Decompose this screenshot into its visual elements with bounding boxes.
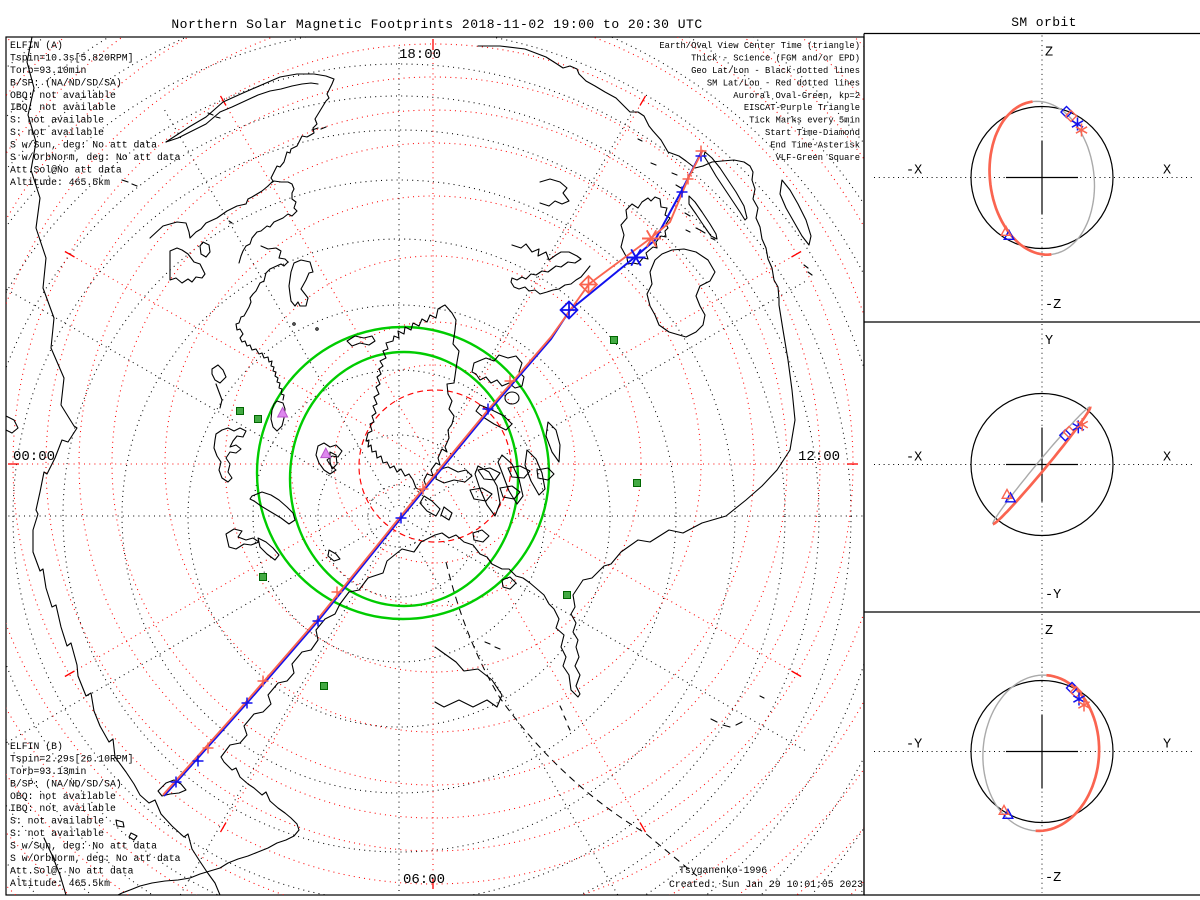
svg-text:S: not available: S: not available [10,115,104,126]
svg-text:Y: Y [1163,738,1171,753]
svg-text:Start Time-Diamond: Start Time-Diamond [765,128,860,138]
svg-text:-Y: -Y [1045,588,1061,603]
svg-text:S: not available: S: not available [10,127,104,138]
svg-text:Att.Sol@: No att data: Att.Sol@: No att data [10,866,134,877]
svg-text:-Z: -Z [1045,871,1061,886]
svg-text:S w/OrbNorm, deg: No att data: S w/OrbNorm, deg: No att data [10,152,181,163]
svg-text:Auroral Oval-Green, kp=2: Auroral Oval-Green, kp=2 [733,91,860,101]
svg-text:Y: Y [1045,334,1053,349]
svg-text:Torb=93.13min: Torb=93.13min [10,766,87,777]
svg-text:EISCAT-Purple Triangle: EISCAT-Purple Triangle [744,103,860,113]
svg-text:-X: -X [906,451,922,466]
svg-text:S: not available: S: not available [10,816,104,827]
svg-text:-Z: -Z [1045,298,1061,313]
svg-text:Tspin=10.3s[5.820RPM]: Tspin=10.3s[5.820RPM] [10,53,133,64]
svg-text:S w/Sun, deg: No att data: S w/Sun, deg: No att data [10,140,157,151]
svg-text:OBQ: not available: OBQ: not available [10,90,116,101]
svg-text:Torb=93.10min: Torb=93.10min [10,65,87,76]
svg-text:S w/OrbNorm, deg: No att data: S w/OrbNorm, deg: No att data [10,853,181,864]
svg-text:Northern Solar Magnetic Footpr: Northern Solar Magnetic Footprints 2018-… [171,17,702,32]
svg-text:00:00: 00:00 [13,449,55,465]
svg-text:SM orbit: SM orbit [1011,15,1077,30]
svg-text:Altitude: 465.5km: Altitude: 465.5km [10,177,110,188]
svg-text:Z: Z [1045,624,1053,639]
svg-text:Z: Z [1045,46,1053,61]
svg-text:-X: -X [906,164,922,179]
svg-text:18:00: 18:00 [399,47,441,63]
svg-text:Tsyganenko-1996: Tsyganenko-1996 [679,865,767,876]
svg-text:Tick Marks every 5min: Tick Marks every 5min [749,116,860,126]
svg-text:SM Lat/Lon - Red dotted lines: SM Lat/Lon - Red dotted lines [707,78,860,88]
svg-text:Att.Sol@No att data: Att.Sol@No att data [10,165,122,176]
svg-text:S w/Sun, deg: No att data: S w/Sun, deg: No att data [10,841,157,852]
svg-text:VLF-Green Square: VLF-Green Square [776,153,860,163]
svg-text:Earth/Oval View Center Time (t: Earth/Oval View Center Time (triangle) [659,41,860,51]
svg-text:Created: Sun Jan 29 10:01:05 2: Created: Sun Jan 29 10:01:05 2023 [669,879,863,890]
svg-text:Altitude: 465.5km: Altitude: 465.5km [10,878,110,889]
svg-text:IBQ: not available: IBQ: not available [10,803,116,814]
svg-text:X: X [1163,451,1171,466]
svg-text:B/SP: (NA/ND/SD/SA): B/SP: (NA/ND/SD/SA) [10,77,122,88]
svg-text:Thick - Science (FGM and/or EP: Thick - Science (FGM and/or EPD) [691,54,860,64]
svg-text:ELFIN (B): ELFIN (B) [10,741,63,752]
svg-text:S: not available: S: not available [10,828,104,839]
svg-text:B/SP: (NA/ND/SD/SA): B/SP: (NA/ND/SD/SA) [10,778,122,789]
svg-text:IBQ: not available: IBQ: not available [10,102,116,113]
svg-text:-Y: -Y [906,738,922,753]
svg-text:X: X [1163,164,1171,179]
svg-text:End Time-Asterisk: End Time-Asterisk [770,141,860,151]
svg-text:06:00: 06:00 [403,872,445,888]
svg-text:12:00: 12:00 [798,449,840,465]
svg-text:Tspin=2.29s[26.10RPM]: Tspin=2.29s[26.10RPM] [10,754,133,765]
svg-text:OBQ: not available: OBQ: not available [10,791,116,802]
svg-text:Geo Lat/Lon - Black dotted lin: Geo Lat/Lon - Black dotted lines [691,66,860,76]
svg-text:ELFIN (A): ELFIN (A) [10,40,63,51]
